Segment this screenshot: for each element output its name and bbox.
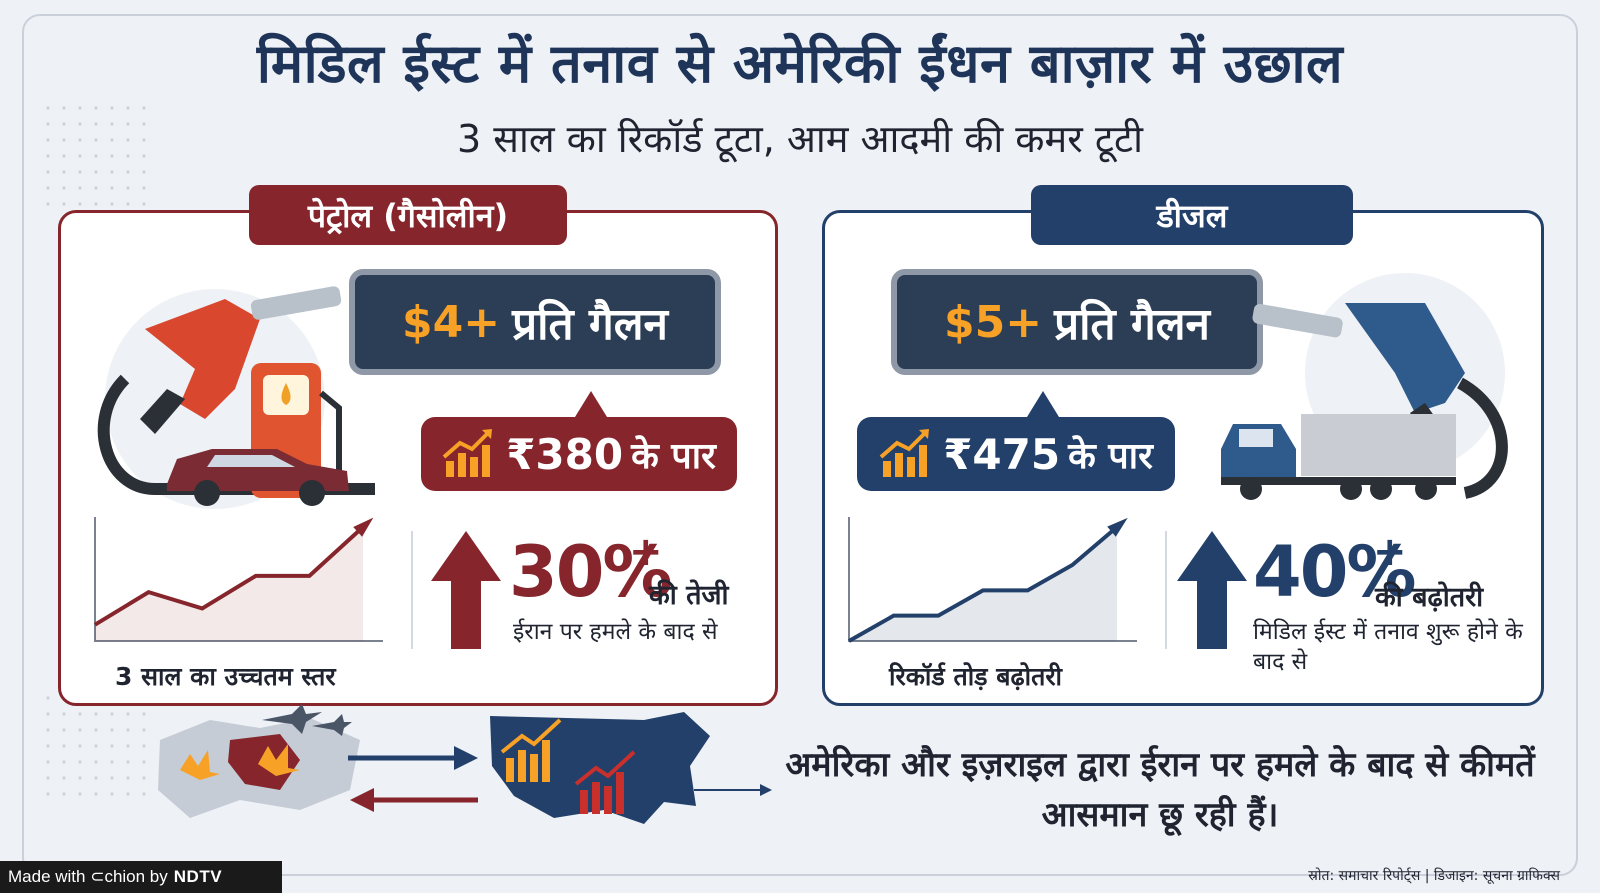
diesel-inr-suffix: के पार — [1068, 435, 1153, 477]
diesel-trend-chart — [848, 517, 1137, 643]
diesel-chart-label: रिकॉर्ड तोड़ बढ़ोतरी — [889, 662, 1063, 691]
diesel-increase-note: मिडिल ईस्ट में तनाव शुरू होने के बाद से — [1253, 619, 1523, 675]
diesel-increase-pct: 40% — [1253, 531, 1417, 613]
petrol-increase-note: ईरान पर हमले के बाद से — [513, 619, 718, 645]
bottom-statement: अमेरिका और इज़राइल द्वारा ईरान पर हमले क… — [785, 745, 1535, 835]
divider — [411, 531, 413, 649]
chart-area — [95, 527, 363, 641]
chart-line — [93, 525, 365, 627]
brand-logo: NDTV — [173, 867, 223, 886]
diesel-inr-value: ₹475 — [943, 429, 1061, 479]
fighter-jet-icon — [262, 704, 352, 736]
chart-arrowhead — [353, 517, 374, 537]
chart-line — [848, 525, 1119, 643]
decor-dots — [40, 690, 150, 800]
diesel-usd-unit: प्रति गैलन — [1054, 299, 1210, 350]
diesel-increase-plus: + — [1373, 529, 1407, 575]
petrol-increase-plus: + — [629, 529, 663, 575]
made-with-badge[interactable]: Made with ⊂chion by NDTV — [0, 861, 282, 893]
divider — [1165, 531, 1167, 649]
petrol-increase-caption: की तेजी — [649, 580, 729, 611]
chart-arrowhead — [1107, 517, 1128, 537]
diesel-tab: डीजल — [1031, 185, 1353, 245]
pointer-arrow — [694, 784, 772, 796]
diesel-usd-price: $5+ प्रति गैलन — [891, 269, 1263, 375]
petrol-tab: पेट्रोल (गैसोलीन) — [249, 185, 567, 245]
main-title: मिडिल ईस्ट में तनाव से अमेरिकी ईंधन बाज़… — [256, 32, 1344, 95]
petrol-inr-badge: ₹380 के पार — [421, 391, 737, 491]
trending-bars-icon — [574, 750, 636, 814]
up-arrow-icon — [1177, 531, 1247, 649]
truck-icon — [1221, 414, 1456, 500]
petrol-increase-pct: 30% — [509, 531, 673, 613]
trending-bars-icon — [879, 429, 930, 477]
petrol-usd-value: $4+ — [402, 296, 501, 348]
car-icon — [167, 449, 349, 506]
flow-arrows — [348, 746, 478, 812]
diesel-usd-value: $5+ — [944, 296, 1043, 348]
diesel-increase-caption: की बढ़ोतरी — [1375, 582, 1484, 613]
petrol-usd-price: $4+ प्रति गैलन — [349, 269, 721, 375]
decor-dots — [40, 100, 150, 210]
made-with-text: Made with ⊂chion by — [8, 867, 168, 886]
petrol-card: पेट्रोल (गैसोलीन) $4+ प्रति गैलन ₹380 — [58, 185, 778, 706]
middle-east-map-icon — [158, 718, 360, 818]
chart-area — [849, 527, 1117, 641]
infographic-frame — [22, 14, 1578, 876]
petrol-chart-label: 3 साल का उच्चतम स्तर — [115, 662, 336, 691]
petrol-inr-value: ₹380 — [506, 429, 624, 479]
subtitle: 3 साल का रिकॉर्ड टूटा, आम आदमी की कमर टू… — [457, 117, 1143, 161]
trending-bars-icon — [500, 718, 562, 782]
usa-map-icon — [490, 712, 710, 824]
diesel-inr-badge: ₹475 के पार — [857, 391, 1175, 491]
chart-axis — [94, 517, 383, 642]
trending-bars-icon — [442, 429, 493, 477]
up-arrow-icon — [431, 531, 501, 649]
diesel-card: डीजल $5+ प्रति गैलन ₹475 के पार रि — [822, 185, 1544, 706]
petrol-trend-chart — [93, 517, 383, 642]
petrol-inr-suffix: के पार — [631, 435, 716, 477]
petrol-usd-unit: प्रति गैलन — [512, 299, 668, 350]
source-credit: स्रोत: समाचार रिपोर्ट्स | डिजाइन: सूचना … — [1308, 868, 1560, 884]
